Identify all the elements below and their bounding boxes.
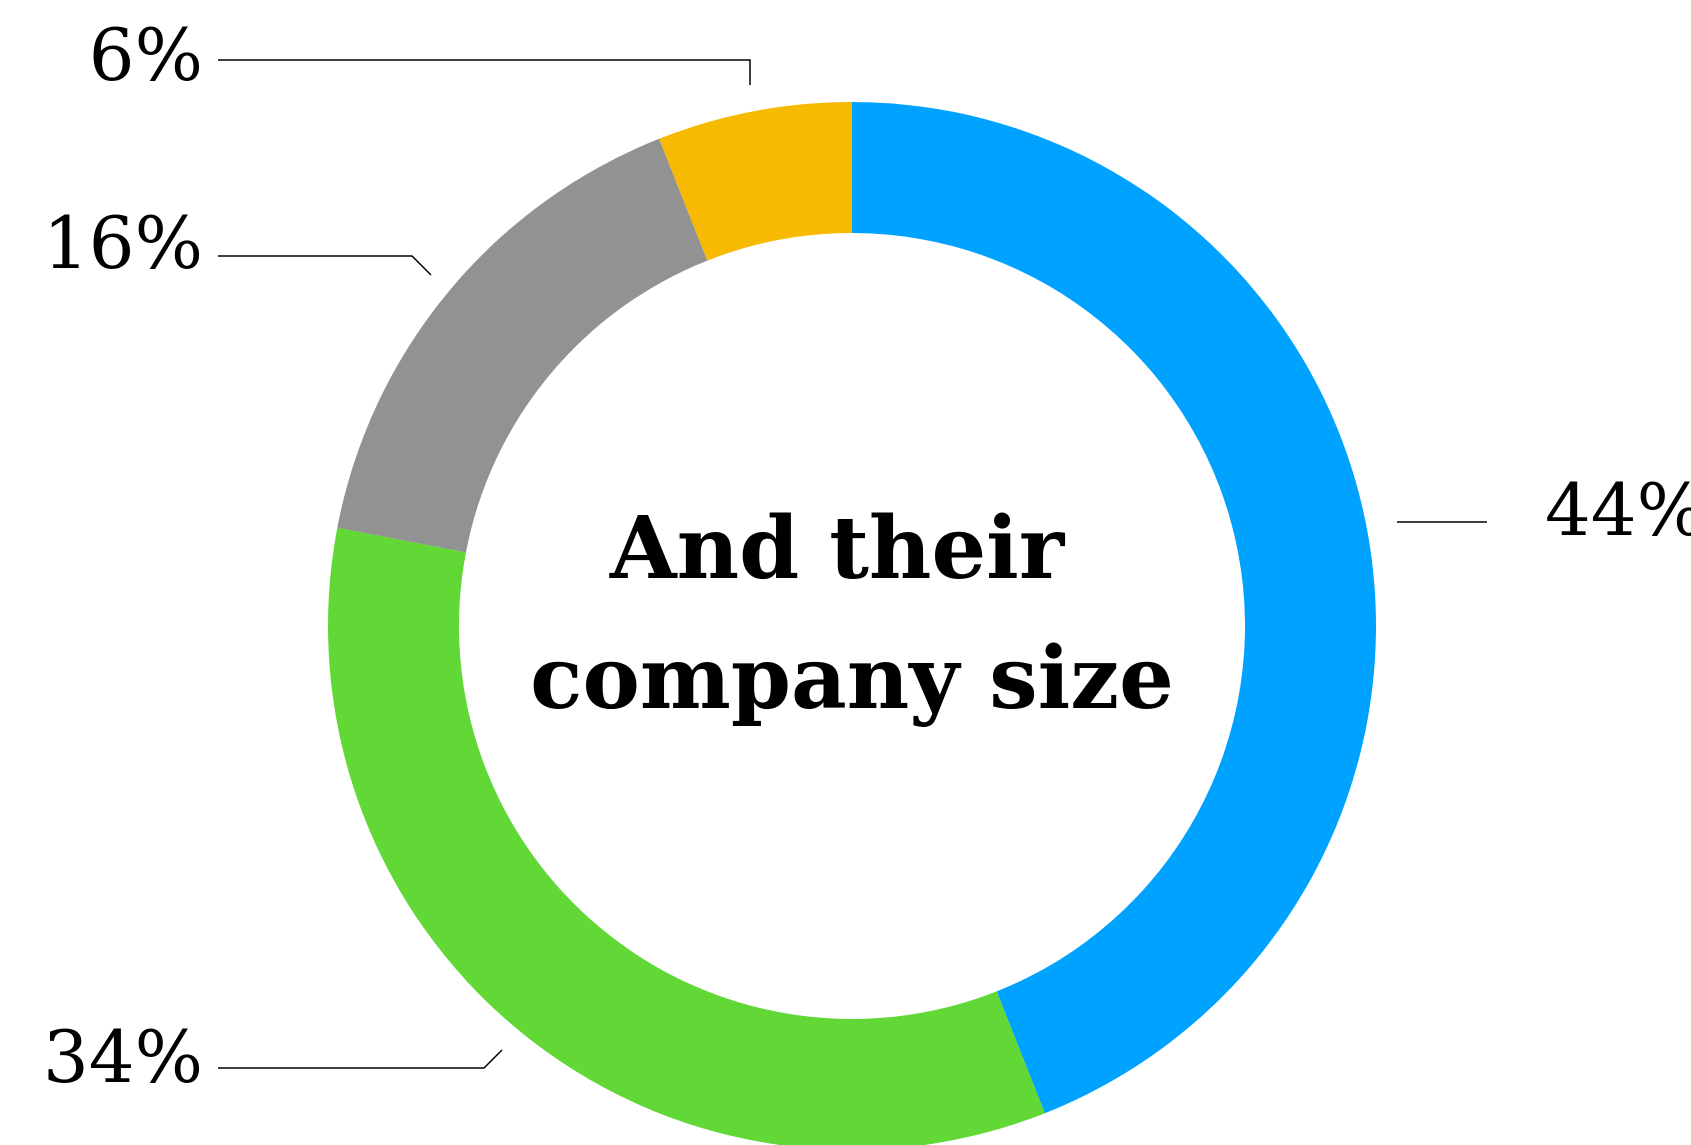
slice-16 bbox=[337, 138, 708, 553]
slice-label-34: 34% bbox=[43, 1015, 203, 1099]
center-title-line-1: And their bbox=[609, 498, 1066, 599]
leader-line-34 bbox=[218, 1049, 503, 1069]
slices-group bbox=[328, 102, 1377, 1145]
slice-label-16: 16% bbox=[43, 201, 203, 285]
leader-line-6 bbox=[218, 59, 751, 85]
slice-label-6: 6% bbox=[89, 13, 203, 97]
center-title-line-2: company size bbox=[530, 628, 1174, 729]
slice-label-44: 44% bbox=[1545, 468, 1691, 552]
leader-line-16 bbox=[218, 255, 432, 276]
slice-44 bbox=[852, 102, 1377, 1114]
labels-group: 44% 34% 16% 6% bbox=[43, 13, 1691, 1099]
slice-6 bbox=[659, 102, 852, 261]
leader-lines-group bbox=[218, 59, 1487, 1069]
center-title: And their company size bbox=[530, 498, 1174, 729]
slice-34 bbox=[328, 527, 1045, 1145]
